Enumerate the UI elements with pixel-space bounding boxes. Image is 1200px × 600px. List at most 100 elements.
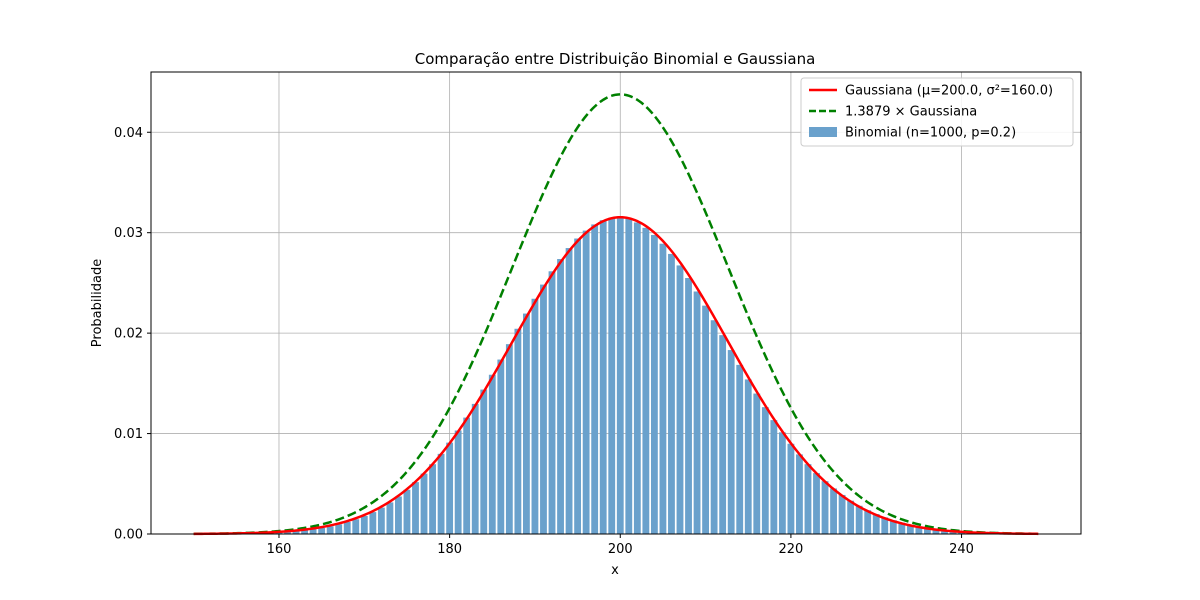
binomial-bar xyxy=(693,291,701,534)
binomial-bar xyxy=(548,271,556,534)
binomial-bar xyxy=(753,393,761,534)
binomial-bar xyxy=(582,230,590,534)
binomial-bar xyxy=(685,278,692,534)
binomial-bar xyxy=(599,220,607,534)
plot-frame xyxy=(150,71,1082,535)
legend-label: 1.3879 × Gaussiana xyxy=(845,105,977,120)
binomial-bar xyxy=(292,531,300,534)
binomial-bar xyxy=(540,284,547,534)
scaled-gaussian-line xyxy=(193,93,1039,536)
binomial-bar xyxy=(633,222,641,534)
legend-label: Gaussiana (μ=200.0, σ²=160.0) xyxy=(845,84,1053,99)
binomial-bar xyxy=(761,407,769,534)
binomial-bar xyxy=(778,432,786,534)
binomial-bar xyxy=(403,489,411,534)
binomial-bar xyxy=(872,514,880,534)
binomial-bar xyxy=(386,502,394,534)
binomial-bar xyxy=(369,512,377,534)
binomial-bar xyxy=(574,238,582,534)
binomial-bar xyxy=(744,379,752,534)
legend-swatch xyxy=(809,127,837,137)
x-tick-label: 220 xyxy=(778,542,803,557)
binomial-bars xyxy=(190,217,1042,535)
binomial-bar xyxy=(352,519,360,534)
binomial-bar xyxy=(727,350,735,534)
binomial-bar xyxy=(650,234,658,534)
binomial-bar xyxy=(855,505,863,534)
binomial-bar xyxy=(813,473,820,534)
y-tick-label: 0.03 xyxy=(114,226,143,241)
binomial-bar xyxy=(642,227,650,535)
y-axis-ticks: 0.00 0.01 0.02 0.03 0.04 xyxy=(114,126,151,543)
binomial-bar xyxy=(906,524,914,534)
binomial-bar xyxy=(395,496,402,534)
binomial-bar xyxy=(318,527,326,534)
binomial-bar xyxy=(437,453,445,534)
binomial-bar xyxy=(830,488,837,534)
binomial-bar xyxy=(787,443,795,534)
binomial-bar xyxy=(838,494,846,534)
binomial-bar xyxy=(941,530,948,534)
binomial-bar xyxy=(420,473,428,534)
binomial-bar xyxy=(608,217,616,535)
binomial-bar xyxy=(881,517,889,534)
x-tick-label: 160 xyxy=(267,542,292,557)
binomial-bar xyxy=(531,298,539,534)
binomial-bar xyxy=(565,248,573,535)
x-tick-label: 180 xyxy=(437,542,462,557)
binomial-bar xyxy=(676,265,684,534)
binomial-bar xyxy=(915,526,923,534)
binomial-bar xyxy=(591,224,599,534)
binomial-bar xyxy=(343,521,351,534)
binomial-bar xyxy=(770,420,778,534)
chart-title: Comparação entre Distribuição Binomial e… xyxy=(415,50,816,68)
y-tick-label: 0.02 xyxy=(114,327,143,342)
binomial-bar xyxy=(625,218,633,534)
binomial-bar xyxy=(719,335,727,534)
binomial-bar xyxy=(710,320,718,534)
binomial-bar xyxy=(668,253,675,534)
binomial-bar xyxy=(898,522,906,534)
binomial-bar xyxy=(463,417,471,534)
binomial-bar xyxy=(889,520,897,534)
binomial-bar xyxy=(796,454,803,534)
binomial-bar xyxy=(932,529,940,534)
x-axis-ticks: 160 180 200 220 240 xyxy=(267,534,974,557)
binomial-bar xyxy=(557,259,564,534)
x-tick-label: 240 xyxy=(949,542,974,557)
series-lines xyxy=(193,93,1039,536)
legend-box xyxy=(800,77,1074,147)
binomial-bar xyxy=(301,530,308,534)
x-tick-label: 200 xyxy=(608,542,633,557)
binomial-bar xyxy=(616,217,624,534)
binomial-bar xyxy=(864,510,872,534)
binomial-bar xyxy=(326,526,334,534)
binomial-bar xyxy=(821,481,829,534)
legend: Gaussiana (μ=200.0, σ²=160.0) 1.3879 × Ga… xyxy=(800,77,1074,147)
y-axis-label: Probabilidade xyxy=(90,259,105,347)
binomial-bar xyxy=(412,482,419,534)
binomial-bar xyxy=(924,527,931,534)
gaussian-line xyxy=(193,215,1039,536)
binomial-bar xyxy=(847,500,855,534)
binomial-bar xyxy=(523,313,530,534)
binomial-bar xyxy=(480,389,488,534)
binomial-bar xyxy=(446,442,454,534)
binomial-bar xyxy=(275,532,283,534)
binomial-bar xyxy=(488,374,496,534)
binomial-bar xyxy=(804,464,812,534)
x-axis-label: x xyxy=(611,563,619,578)
binomial-bar xyxy=(659,243,667,535)
binomial-bar xyxy=(736,364,744,534)
binomial-bar xyxy=(284,531,291,534)
binomial-bar xyxy=(471,403,479,534)
y-tick-label: 0.00 xyxy=(114,528,143,543)
binomial-bar xyxy=(497,359,505,534)
y-tick-label: 0.04 xyxy=(114,126,143,141)
legend-label: Binomial (n=1000, p=0.2) xyxy=(845,126,1016,141)
y-tick-label: 0.01 xyxy=(114,427,143,442)
binomial-bar xyxy=(335,524,343,534)
binomial-bar xyxy=(360,515,368,534)
binomial-bar xyxy=(454,430,462,534)
